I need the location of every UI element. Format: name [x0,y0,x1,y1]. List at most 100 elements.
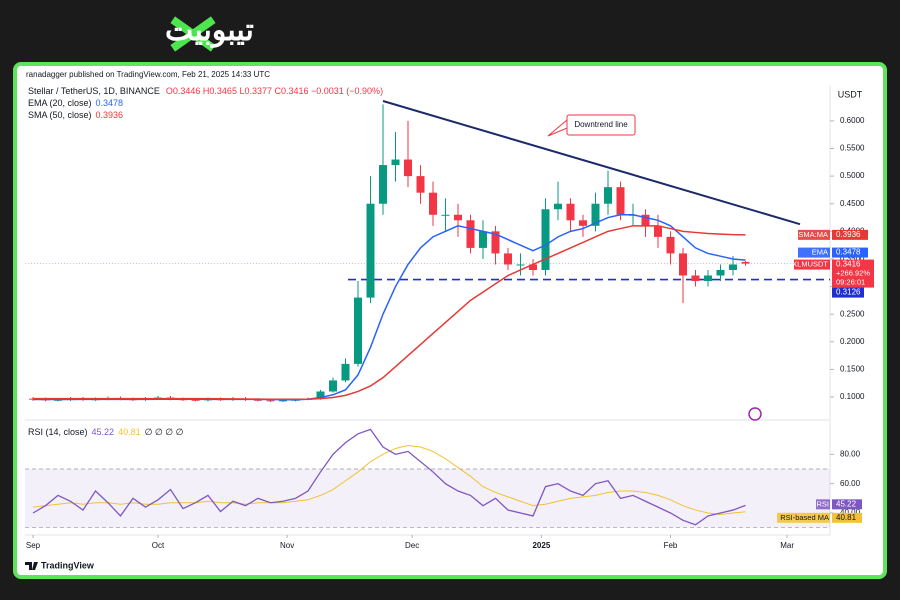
candle-body [279,400,287,402]
rsi-legend-value: 45.22 [92,427,115,437]
candle-body [391,159,400,166]
logo-icon [170,16,216,52]
publisher: ranadagger published on TradingView.com,… [26,70,270,79]
candle-body [554,203,562,210]
candle-body [379,165,387,204]
legend-entry: EMA (20, close) 0.3478 [28,98,123,108]
candle-body [191,399,200,401]
badge-label: RSI [816,499,829,508]
symbol: Stellar / TetherUS, 1D, BINANCE [28,86,160,96]
annotation-text: Downtrend line [574,120,628,129]
last-price-countdown: 09:26:01 [836,278,865,287]
legend-name: SMA (50, close) [28,110,92,120]
x-tick-label: Nov [280,541,294,550]
candle-body [591,203,600,226]
last-price-bg [832,259,874,288]
logo: تیبوبیت [165,14,254,52]
rsi-badge: RSI-based MA 40.81 [777,513,862,523]
badge-value-bg [832,247,868,258]
candle-body [416,176,425,193]
last-price-change: +266.92% [836,269,870,278]
rsi-extra: ∅ ∅ ∅ ∅ [145,427,184,437]
candle-body [454,214,462,221]
candle-body [491,231,500,254]
legend-entry: SMA (50, close) 0.3936 [28,110,123,120]
y-tick-label: 0.5000 [840,171,865,180]
rsi-title: RSI (14, close) [28,427,88,437]
candle-body [641,214,650,226]
legend-name: EMA (20, close) [28,98,92,108]
annotation-box [566,114,636,136]
badge-label: SMA:MA [798,230,828,239]
badge-value: 40.81 [836,513,857,522]
badge-value: 0.3478 [836,248,861,257]
y-tick-label: 0.4500 [840,199,865,208]
candle-body [566,203,575,221]
candle-body [404,159,412,177]
indicator-line [33,225,746,400]
candle-body [704,275,712,282]
badge-label-bg [794,259,830,270]
candle-body [616,187,625,215]
candle-body [716,269,725,276]
last-price-value: 0.3416 [836,260,861,269]
badge-value: 0.3936 [836,230,861,239]
candle-body [729,264,737,270]
candle-body [666,236,675,254]
x-tick-label: Feb [664,541,678,550]
badge-value-bg [832,499,862,510]
alert-icon[interactable] [748,407,762,421]
chart-panel [13,62,887,579]
trendline [382,100,801,226]
candle-body [341,363,350,381]
candle-body [479,231,487,248]
badge-label-bg [816,499,830,510]
axis-unit: USDT [838,89,863,99]
x-tick-label: Oct [152,541,165,550]
x-tick-label: 2025 [532,541,550,550]
footer-brand: TradingView [41,560,95,570]
badge-value: 45.22 [836,499,857,508]
candle-body [329,380,337,392]
legend-value: 0.3478 [96,98,124,108]
y-tick-label: 0.1000 [840,392,865,401]
rsi-badge: RSI 45.22 [816,499,862,510]
candle-body [529,264,537,270]
legend-value: 0.3936 [96,110,124,120]
y-tick-label: 0.2000 [840,337,865,346]
y-tick-label: 0.1500 [840,364,865,373]
badge-label-bg [798,247,830,258]
x-tick-label: Mar [780,541,794,550]
badge-label-bg [798,229,830,240]
candle-body [316,391,325,399]
candle-body [604,187,612,204]
candle-body [516,264,525,266]
legend-main: Stellar / TetherUS, 1D, BINANCE O0.3446 H… [28,86,383,96]
candle-body [266,400,275,402]
candle-body [54,399,62,401]
ohlc: O0.3446 H0.3465 L0.3377 C0.3416 −0.0031 … [166,86,383,96]
badge-value-bg [832,512,862,523]
candle-body [441,214,450,216]
x-tick-label: Sep [26,541,41,550]
y-tick-label: 0.5500 [840,144,865,153]
candle-body [429,192,437,215]
candle-body [504,253,512,265]
y-tick-label: 40.00 [840,508,861,517]
rsi-band [25,469,830,528]
candle-body [579,220,587,226]
footer-logo [25,562,38,570]
candle-body [654,225,662,237]
candle-body [366,203,375,298]
badge-value-bg [832,229,868,240]
candle-body [466,220,475,248]
candle-body [354,297,362,364]
candle-body [741,261,750,264]
annotation: Downtrend line [547,114,636,137]
rsi-legend: RSI (14, close) 45.22 40.81 ∅ ∅ ∅ ∅ [28,427,184,437]
y-tick-label: 0.6000 [840,116,865,125]
badge-label: RSI-based MA [780,513,829,522]
logo-text: تیبوبیت [165,14,254,48]
